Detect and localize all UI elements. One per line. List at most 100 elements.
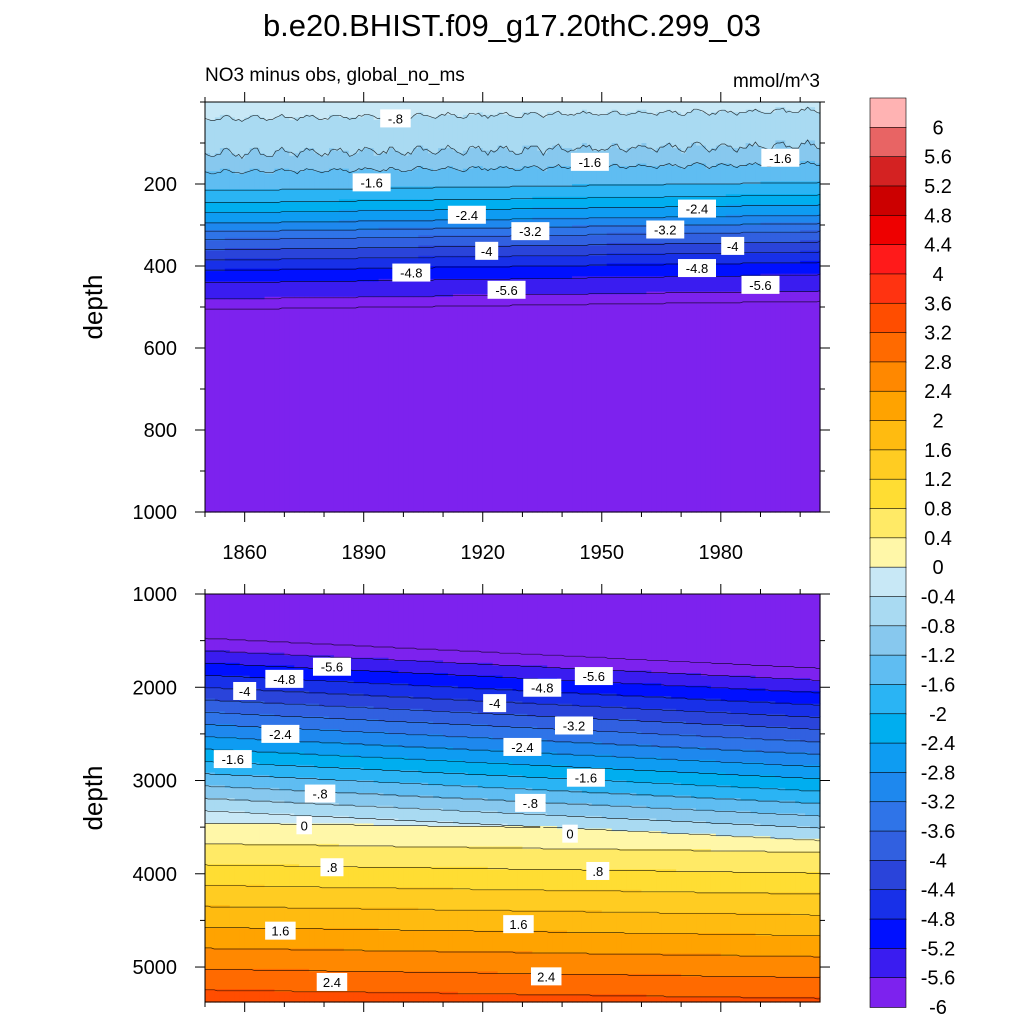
- lower-field-cell: [691, 912, 697, 934]
- upper-field-cell: [408, 219, 414, 229]
- contour-label-box: [503, 737, 542, 756]
- lower-field-cell: [353, 818, 360, 825]
- lower-field-cell: [299, 928, 305, 950]
- upper-field-cell: [527, 199, 533, 211]
- lower-field-cell: [805, 777, 811, 791]
- lower-field-cell: [740, 912, 747, 934]
- upper-field-cell: [626, 196, 633, 208]
- lower-field-cell: [368, 818, 375, 825]
- upper-field-cell: [502, 114, 509, 149]
- upper-field-cell: [383, 199, 390, 211]
- upper-field-cell: [527, 186, 533, 200]
- lower-field-cell: [636, 973, 643, 995]
- upper-field-cell: [448, 186, 454, 200]
- lower-field-cell: [681, 892, 687, 914]
- lower-x-axis: [204, 584, 801, 1012]
- upper-field-cell: [462, 150, 469, 170]
- lower-field-cell: [244, 928, 251, 950]
- lower-field-cell: [512, 775, 519, 789]
- lower-field-cell: [314, 815, 320, 825]
- lower-field-cell: [785, 826, 791, 840]
- contour-label-text: -.8: [388, 111, 403, 126]
- upper-field-cell: [338, 150, 345, 170]
- lower-field-cell: [666, 849, 672, 870]
- lower-field-cell: [224, 928, 231, 950]
- lower-field-cell: [229, 864, 236, 886]
- lower-field-cell: [462, 994, 469, 1003]
- lower-field-cell: [214, 948, 221, 970]
- upper-field-cell: [269, 155, 276, 175]
- upper-field-cell: [656, 291, 662, 513]
- lower-field-cell: [616, 994, 623, 1003]
- upper-field-cell: [805, 194, 811, 206]
- lower-field-cell: [467, 994, 474, 1003]
- lower-field-cell: [373, 951, 380, 972]
- upper-field-cell: [289, 237, 295, 249]
- upper-field-cell: [507, 168, 514, 188]
- lower-field-cell: [715, 996, 722, 1003]
- contour-label-text: -2.4: [269, 727, 291, 742]
- lower-field-cell: [795, 976, 801, 998]
- upper-field-cell: [279, 114, 285, 149]
- lower-field-cell: [492, 713, 499, 728]
- lower-field-cell: [542, 703, 548, 717]
- upper-field-cell: [254, 268, 261, 282]
- lower-field-cell: [309, 655, 315, 669]
- upper-field-cell: [254, 230, 261, 239]
- lower-field-cell: [591, 815, 598, 830]
- upper-field-cell: [805, 240, 811, 252]
- upper-field-cell: [452, 150, 459, 170]
- lower-field-cell: [765, 813, 772, 827]
- upper-field-cell: [363, 268, 370, 282]
- lower-field-cell: [482, 775, 489, 789]
- upper-field-cell: [472, 148, 479, 167]
- lower-field-cell: [224, 787, 231, 799]
- lower-field-cell: [343, 846, 350, 868]
- lower-field-cell: [730, 871, 737, 893]
- upper-field-cell: [254, 168, 261, 190]
- upper-field-cell: [686, 166, 692, 185]
- lower-field-cell: [472, 785, 479, 799]
- upper-field-cell: [616, 196, 623, 208]
- lower-field-cell: [646, 808, 652, 819]
- upper-field-cell: [596, 217, 603, 226]
- lower-field-cell: [319, 729, 325, 743]
- lower-field-cell: [299, 948, 305, 970]
- upper-field-cell: [681, 291, 687, 513]
- upper-field-cell: [383, 268, 390, 280]
- lower-field-cell: [755, 935, 762, 957]
- lower-field-cell: [294, 790, 300, 804]
- upper-field-cell: [765, 112, 772, 149]
- lower-field-cell: [214, 688, 221, 702]
- upper-field-cell: [596, 184, 603, 198]
- lower-field-cell: [333, 823, 340, 845]
- lower-field-cell: [393, 670, 400, 684]
- lower-field-cell: [274, 752, 280, 766]
- lower-field-cell: [562, 703, 568, 717]
- lower-field-cell: [765, 956, 772, 978]
- upper-field-cell: [666, 207, 672, 218]
- lower-field-cell: [810, 803, 816, 817]
- lower-field-cell: [815, 680, 821, 692]
- lower-field-cell: [601, 594, 608, 672]
- lower-field-cell: [557, 803, 563, 817]
- lower-field-cell: [522, 849, 528, 870]
- lower-field-cell: [373, 683, 380, 697]
- lower-field-cell: [815, 777, 821, 791]
- upper-field-cell: [333, 296, 340, 513]
- lower-field-cell: [452, 685, 459, 700]
- lower-field-cell: [740, 800, 747, 812]
- upper-field-cell: [532, 207, 538, 218]
- upper-field-cell: [239, 212, 246, 224]
- lower-field-cell: [537, 764, 543, 779]
- lower-field-cell: [383, 971, 390, 993]
- upper-field-cell: [269, 258, 276, 270]
- upper-field-cell: [601, 196, 608, 208]
- lower-field-cell: [487, 662, 494, 677]
- lower-field-cell: [621, 792, 628, 807]
- lower-field-cell: [676, 973, 682, 998]
- lower-field-cell: [229, 675, 236, 689]
- lower-field-cell: [562, 910, 568, 932]
- lower-field-cell: [572, 803, 578, 817]
- upper-field-cell: [621, 150, 628, 167]
